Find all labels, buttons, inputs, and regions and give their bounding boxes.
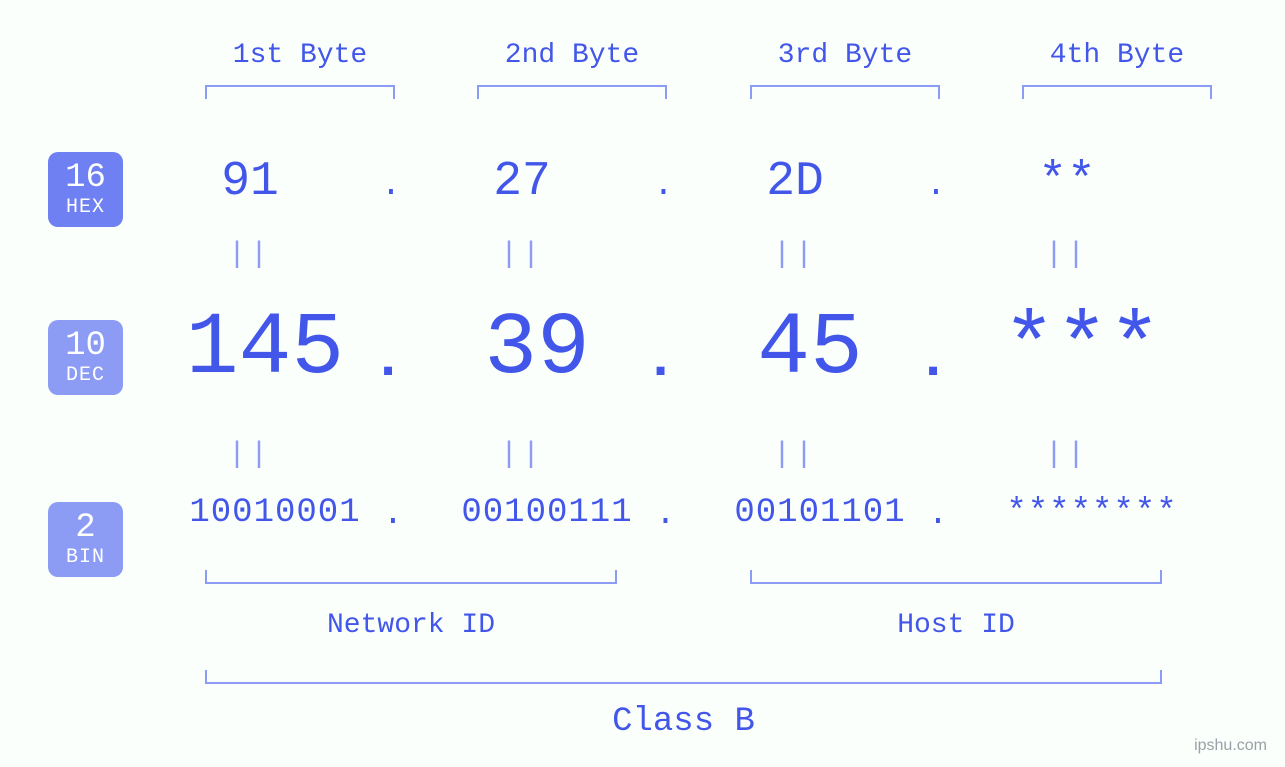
equals-mark: || [720,238,870,272]
base-abbr: HEX [66,197,105,218]
hex-value: 27 [447,155,597,209]
base-number: 2 [75,511,95,547]
base-abbr: BIN [66,547,105,568]
bin-dot: . [923,496,953,534]
byte-header: 3rd Byte [720,40,970,71]
base-badge-dec: 10DEC [48,320,123,395]
dec-value: 39 [437,300,637,399]
base-badge-hex: 16HEX [48,152,123,227]
bin-value: ******** [987,494,1197,532]
hex-dot: . [376,167,406,205]
dec-dot: . [368,328,408,392]
base-badge-bin: 2BIN [48,502,123,577]
base-number: 10 [65,329,106,365]
network-id-bracket [205,570,617,584]
base-abbr: DEC [66,365,105,386]
equals-mark: || [992,438,1142,472]
bin-dot: . [378,496,408,534]
byte-header: 2nd Byte [447,40,697,71]
equals-mark: || [992,238,1142,272]
equals-mark: || [720,438,870,472]
equals-mark: || [447,238,597,272]
equals-mark: || [175,238,325,272]
byte-header: 1st Byte [175,40,425,71]
hex-value: 91 [175,155,325,209]
byte-bracket-top [205,85,395,99]
hex-dot: . [921,167,951,205]
class-label: Class B [205,703,1162,741]
network-id-label: Network ID [205,610,617,641]
host-id-label: Host ID [750,610,1162,641]
byte-header: 4th Byte [992,40,1242,71]
bin-value: 00100111 [442,494,652,532]
dec-dot: . [641,328,681,392]
watermark: ipshu.com [1194,737,1267,755]
hex-value: 2D [720,155,870,209]
bin-value: 00101101 [715,494,925,532]
bin-dot: . [651,496,681,534]
hex-dot: . [649,167,679,205]
dec-value: 45 [710,300,910,399]
byte-bracket-top [750,85,940,99]
byte-bracket-top [477,85,667,99]
class-bracket [205,670,1162,684]
bin-value: 10010001 [170,494,380,532]
equals-mark: || [175,438,325,472]
dec-value: *** [982,300,1182,399]
host-id-bracket [750,570,1162,584]
dec-dot: . [913,328,953,392]
base-number: 16 [65,161,106,197]
equals-mark: || [447,438,597,472]
dec-value: 145 [165,300,365,399]
hex-value: ** [992,155,1142,209]
byte-bracket-top [1022,85,1212,99]
